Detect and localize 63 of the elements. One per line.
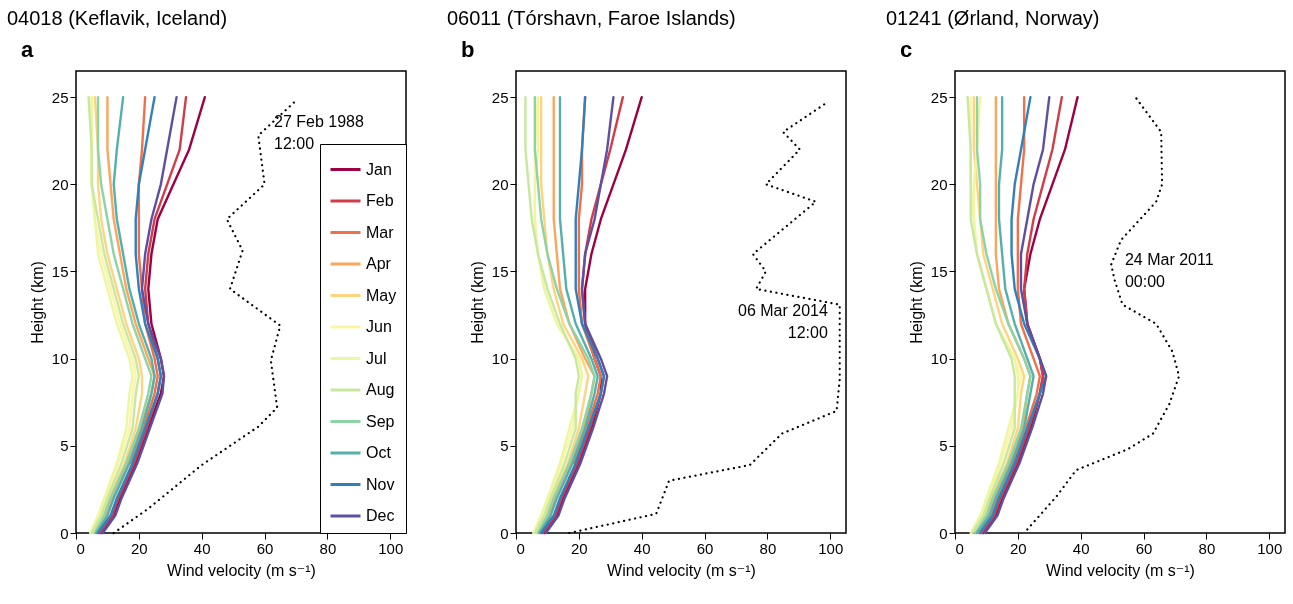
y-tick-label: 0 <box>60 524 69 542</box>
x-tick-label: 40 <box>1072 539 1090 557</box>
x-tick-label: 20 <box>1010 539 1027 557</box>
legend-label: Sep <box>366 412 395 430</box>
annotation: 27 Feb 1988 12:00 <box>274 112 364 152</box>
y-tick-label: 25 <box>491 88 509 106</box>
x-tick-label: 20 <box>131 539 148 557</box>
legend-label: May <box>366 286 397 304</box>
x-tick-label: 100 <box>1257 539 1283 557</box>
x-tick-label: 40 <box>193 539 211 557</box>
legend-label: Nov <box>366 475 395 493</box>
y-tick-label: 5 <box>500 437 509 455</box>
text: a <box>21 37 34 62</box>
y-tick-label: 20 <box>51 175 69 193</box>
x-tick-label: 0 <box>76 539 85 557</box>
y-axis-title: Height (km) <box>468 261 486 344</box>
chart-title: 04018 (Keflavik, Iceland) <box>7 7 228 29</box>
y-tick-label: 10 <box>491 350 509 368</box>
y-tick-label: 25 <box>930 88 948 106</box>
x-tick-label: 20 <box>571 539 588 557</box>
x-tick-label: 0 <box>955 539 964 557</box>
y-tick-label: 20 <box>491 175 509 193</box>
x-axis-title: Wind velocity (m s⁻¹) <box>607 561 756 579</box>
x-tick-label: 0 <box>516 539 525 557</box>
y-tick-label: 25 <box>51 88 69 106</box>
legend-label: Dec <box>366 507 395 524</box>
y-tick-label: 15 <box>51 262 69 280</box>
x-tick-label: 100 <box>818 539 844 557</box>
y-tick-label: 0 <box>939 524 948 542</box>
y-tick-label: 5 <box>60 437 69 455</box>
legend-label: Mar <box>366 223 395 241</box>
x-tick-label: 60 <box>696 539 714 557</box>
y-tick-label: 15 <box>930 262 948 280</box>
text: b <box>461 37 475 62</box>
legend-label: Jul <box>366 349 387 367</box>
legend-label: Oct <box>366 444 392 461</box>
y-tick-label: 10 <box>51 350 69 368</box>
x-tick-label: 80 <box>759 539 777 557</box>
chart-title: 06011 (Tórshavn, Faroe Islands) <box>447 7 736 29</box>
y-tick-label: 20 <box>930 175 948 193</box>
y-axis-title: Height (km) <box>907 261 925 344</box>
x-tick-label: 80 <box>319 539 337 557</box>
x-tick-label: 80 <box>1198 539 1216 557</box>
x-tick-label: 40 <box>633 539 651 557</box>
chart-title: 01241 (Ørland, Norway) <box>886 7 1100 29</box>
y-axis-title: Height (km) <box>28 261 46 344</box>
legend-label: Feb <box>366 192 394 209</box>
annotation: 06 Mar 2014 12:00 <box>738 302 828 342</box>
legend-label: Aug <box>366 381 395 398</box>
x-tick-label: 60 <box>1135 539 1153 557</box>
text: c <box>900 37 913 62</box>
x-tick-label: 60 <box>256 539 274 557</box>
legend-label: Jan <box>366 160 392 178</box>
x-tick-label: 100 <box>378 539 404 557</box>
y-tick-label: 5 <box>939 437 948 455</box>
y-tick-label: 15 <box>491 262 509 280</box>
y-tick-label: 0 <box>500 524 509 542</box>
x-axis-title: Wind velocity (m s⁻¹) <box>1046 561 1195 579</box>
legend-label: Jun <box>366 318 392 335</box>
y-tick-label: 10 <box>930 350 948 368</box>
legend-label: Apr <box>366 255 392 272</box>
x-axis-title: Wind velocity (m s⁻¹) <box>167 561 316 579</box>
annotation: 24 Mar 2011 00:00 <box>1124 251 1214 291</box>
